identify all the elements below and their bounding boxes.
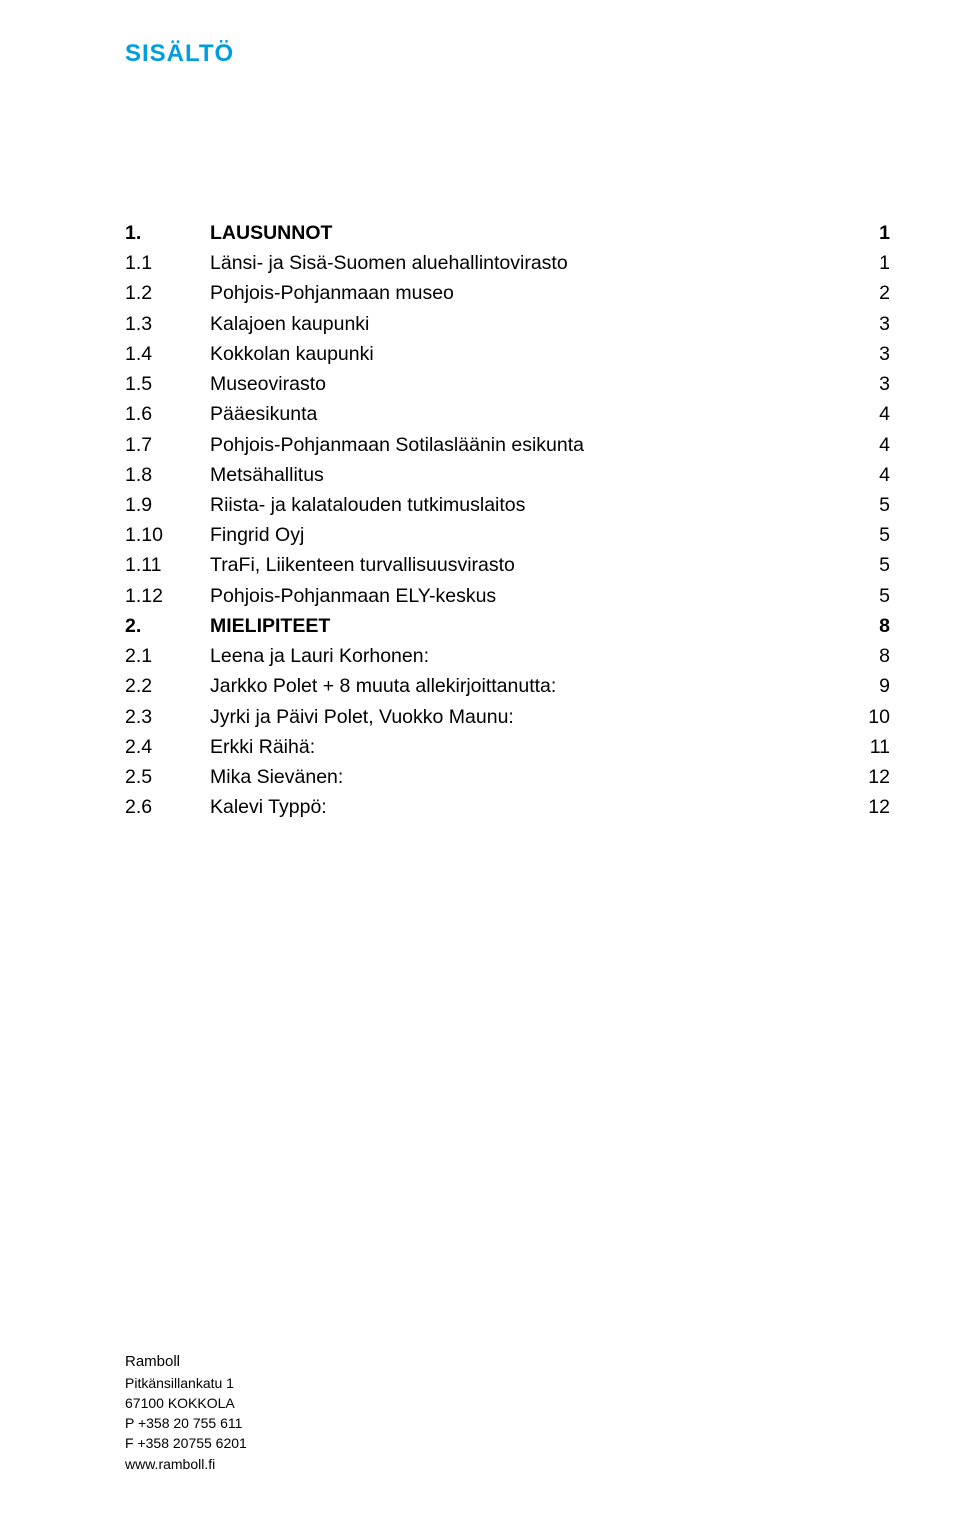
toc-page-number: 2	[850, 278, 890, 308]
toc-page-number: 12	[850, 762, 890, 792]
toc-label: Pohjois-Pohjanmaan museo	[210, 278, 850, 308]
toc-number: 1.7	[125, 430, 210, 460]
toc-page-number: 8	[850, 611, 890, 641]
toc-page-number: 3	[850, 369, 890, 399]
page-title: SISÄLTÖ	[125, 40, 890, 68]
toc-number: 1.4	[125, 339, 210, 369]
toc-label: Museovirasto	[210, 369, 850, 399]
toc-label: Kalajoen kaupunki	[210, 309, 850, 339]
toc-row: 1.6Pääesikunta4	[125, 399, 890, 429]
toc-page-number: 5	[850, 581, 890, 611]
toc-number: 2.3	[125, 702, 210, 732]
toc-label: Fingrid Oyj	[210, 520, 850, 550]
footer-phone: P +358 20 755 611	[125, 1413, 247, 1433]
toc-number: 1.11	[125, 550, 210, 580]
toc-page-number: 5	[850, 520, 890, 550]
toc-number: 1.3	[125, 309, 210, 339]
toc-row: 2.6Kalevi Typpö:12	[125, 792, 890, 822]
toc-row: 2.5Mika Sievänen:12	[125, 762, 890, 792]
toc-label: MIELIPITEET	[210, 611, 850, 641]
table-of-contents: 1.LAUSUNNOT11.1Länsi- ja Sisä-Suomen alu…	[125, 218, 890, 822]
toc-row: 2.MIELIPITEET8	[125, 611, 890, 641]
toc-row: 1.2Pohjois-Pohjanmaan museo2	[125, 278, 890, 308]
toc-page-number: 1	[850, 218, 890, 248]
toc-label: Jyrki ja Päivi Polet, Vuokko Maunu:	[210, 702, 850, 732]
toc-row: 1.1Länsi- ja Sisä-Suomen aluehallintovir…	[125, 248, 890, 278]
toc-row: 2.2Jarkko Polet + 8 muuta allekirjoittan…	[125, 671, 890, 701]
toc-page-number: 9	[850, 671, 890, 701]
toc-row: 1.11TraFi, Liikenteen turvallisuusvirast…	[125, 550, 890, 580]
toc-page-number: 8	[850, 641, 890, 671]
toc-number: 1.1	[125, 248, 210, 278]
toc-label: Pohjois-Pohjanmaan ELY-keskus	[210, 581, 850, 611]
toc-page-number: 5	[850, 490, 890, 520]
toc-number: 2.2	[125, 671, 210, 701]
toc-number: 1.8	[125, 460, 210, 490]
toc-label: Kokkolan kaupunki	[210, 339, 850, 369]
toc-row: 2.3Jyrki ja Päivi Polet, Vuokko Maunu:10	[125, 702, 890, 732]
toc-number: 2.6	[125, 792, 210, 822]
toc-page-number: 3	[850, 309, 890, 339]
toc-row: 1.5Museovirasto3	[125, 369, 890, 399]
toc-label: Pääesikunta	[210, 399, 850, 429]
toc-number: 1.10	[125, 520, 210, 550]
toc-row: 1.LAUSUNNOT1	[125, 218, 890, 248]
toc-label: LAUSUNNOT	[210, 218, 850, 248]
toc-label: Pohjois-Pohjanmaan Sotilasläänin esikunt…	[210, 430, 850, 460]
toc-row: 1.7Pohjois-Pohjanmaan Sotilasläänin esik…	[125, 430, 890, 460]
toc-page-number: 3	[850, 339, 890, 369]
toc-number: 2.1	[125, 641, 210, 671]
toc-row: 1.9Riista- ja kalatalouden tutkimuslaito…	[125, 490, 890, 520]
toc-number: 1.6	[125, 399, 210, 429]
toc-number: 2.	[125, 611, 210, 641]
document-page: SISÄLTÖ 1.LAUSUNNOT11.1Länsi- ja Sisä-Su…	[0, 0, 960, 1529]
toc-page-number: 1	[850, 248, 890, 278]
toc-row: 1.10Fingrid Oyj5	[125, 520, 890, 550]
toc-number: 1.	[125, 218, 210, 248]
footer-web: www.ramboll.fi	[125, 1454, 247, 1474]
toc-number: 1.12	[125, 581, 210, 611]
footer-address: Pitkänsillankatu 1	[125, 1373, 247, 1393]
toc-page-number: 12	[850, 792, 890, 822]
toc-row: 1.12Pohjois-Pohjanmaan ELY-keskus5	[125, 581, 890, 611]
toc-number: 1.2	[125, 278, 210, 308]
toc-number: 1.9	[125, 490, 210, 520]
toc-label: Metsähallitus	[210, 460, 850, 490]
toc-label: Kalevi Typpö:	[210, 792, 850, 822]
toc-row: 1.8Metsähallitus4	[125, 460, 890, 490]
footer-postal: 67100 KOKKOLA	[125, 1393, 247, 1413]
toc-label: Riista- ja kalatalouden tutkimuslaitos	[210, 490, 850, 520]
toc-number: 2.5	[125, 762, 210, 792]
toc-row: 2.4Erkki Räihä:11	[125, 732, 890, 762]
toc-page-number: 11	[850, 732, 890, 762]
toc-row: 2.1Leena ja Lauri Korhonen:8	[125, 641, 890, 671]
toc-page-number: 5	[850, 550, 890, 580]
toc-label: TraFi, Liikenteen turvallisuusvirasto	[210, 550, 850, 580]
toc-page-number: 10	[850, 702, 890, 732]
toc-page-number: 4	[850, 399, 890, 429]
toc-label: Erkki Räihä:	[210, 732, 850, 762]
toc-label: Länsi- ja Sisä-Suomen aluehallintovirast…	[210, 248, 850, 278]
footer-fax: F +358 20755 6201	[125, 1433, 247, 1453]
footer-company: Ramboll	[125, 1351, 247, 1373]
toc-label: Mika Sievänen:	[210, 762, 850, 792]
toc-row: 1.4Kokkolan kaupunki3	[125, 339, 890, 369]
footer-block: Ramboll Pitkänsillankatu 1 67100 KOKKOLA…	[125, 1351, 247, 1474]
toc-label: Jarkko Polet + 8 muuta allekirjoittanutt…	[210, 671, 850, 701]
toc-page-number: 4	[850, 460, 890, 490]
toc-page-number: 4	[850, 430, 890, 460]
toc-label: Leena ja Lauri Korhonen:	[210, 641, 850, 671]
toc-number: 1.5	[125, 369, 210, 399]
toc-number: 2.4	[125, 732, 210, 762]
toc-row: 1.3Kalajoen kaupunki3	[125, 309, 890, 339]
